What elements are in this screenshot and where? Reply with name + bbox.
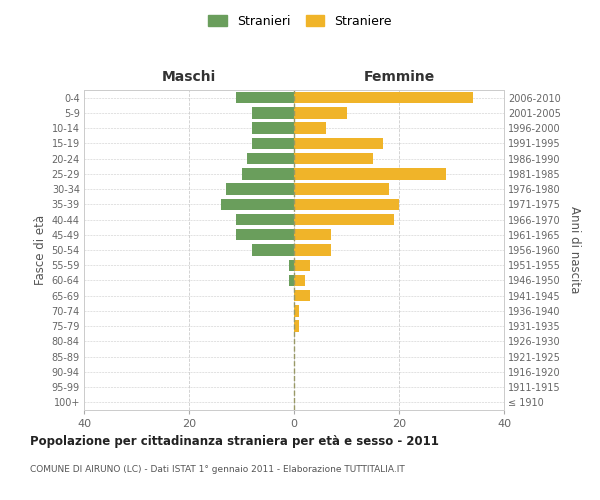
Bar xyxy=(294,244,331,256)
Bar xyxy=(236,214,294,225)
Bar xyxy=(294,184,389,195)
Bar xyxy=(252,107,294,118)
Bar xyxy=(294,168,446,179)
Bar xyxy=(221,198,294,210)
Bar xyxy=(294,290,310,302)
Legend: Stranieri, Straniere: Stranieri, Straniere xyxy=(205,11,395,32)
Bar xyxy=(294,320,299,332)
Bar xyxy=(236,229,294,240)
Bar xyxy=(289,260,294,271)
Bar xyxy=(294,153,373,164)
Bar xyxy=(247,153,294,164)
Bar xyxy=(294,138,383,149)
Bar xyxy=(252,122,294,134)
Y-axis label: Anni di nascita: Anni di nascita xyxy=(568,206,581,294)
Bar xyxy=(241,168,294,179)
Bar xyxy=(294,275,305,286)
Bar xyxy=(236,92,294,104)
Bar xyxy=(294,229,331,240)
Bar xyxy=(289,275,294,286)
Y-axis label: Fasce di età: Fasce di età xyxy=(34,215,47,285)
Bar xyxy=(226,184,294,195)
Bar xyxy=(294,305,299,316)
Bar xyxy=(294,214,394,225)
Bar xyxy=(294,122,325,134)
Bar xyxy=(294,107,347,118)
Text: COMUNE DI AIRUNO (LC) - Dati ISTAT 1° gennaio 2011 - Elaborazione TUTTITALIA.IT: COMUNE DI AIRUNO (LC) - Dati ISTAT 1° ge… xyxy=(30,465,405,474)
Text: Maschi: Maschi xyxy=(162,70,216,84)
Bar xyxy=(294,198,399,210)
Bar xyxy=(294,92,473,104)
Bar xyxy=(294,260,310,271)
Text: Popolazione per cittadinanza straniera per età e sesso - 2011: Popolazione per cittadinanza straniera p… xyxy=(30,435,439,448)
Text: Femmine: Femmine xyxy=(364,70,434,84)
Bar xyxy=(252,244,294,256)
Bar xyxy=(252,138,294,149)
